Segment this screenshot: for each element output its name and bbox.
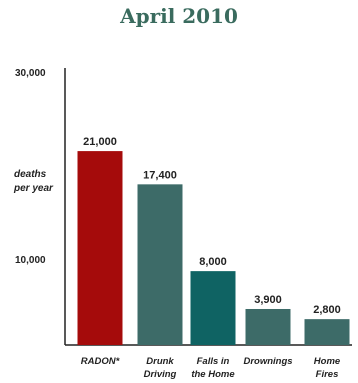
category-label-3-line2: the Home <box>191 369 235 380</box>
bar-1 <box>77 151 123 345</box>
chart-title: April 2010 <box>120 4 238 28</box>
category-label-2-line2: Driving <box>144 369 177 380</box>
bar-3 <box>190 271 236 345</box>
bar-5 <box>304 319 350 345</box>
category-label-3-line1: Falls in <box>197 356 230 367</box>
y-tick-label-30000: 30,000 <box>15 68 46 79</box>
value-label-1: 21,000 <box>83 136 117 148</box>
category-label-2-line1: Drunk <box>146 356 174 367</box>
y-axis-label-line1: deaths <box>14 169 47 180</box>
value-label-4: 3,900 <box>254 294 282 306</box>
category-label-4: Drownings <box>243 356 292 367</box>
y-tick-label-10000: 10,000 <box>15 255 46 266</box>
value-label-2: 17,400 <box>143 169 177 181</box>
value-label-3: 8,000 <box>199 256 227 268</box>
bar-4 <box>245 308 291 345</box>
category-label-5-line2: Fires <box>316 369 339 380</box>
bar-2 <box>137 184 183 345</box>
category-label-1: RADON* <box>81 356 121 367</box>
y-axis-label-line2: per year <box>13 183 54 194</box>
category-label-5-line1: Home <box>314 356 341 367</box>
value-label-5: 2,800 <box>313 304 341 316</box>
